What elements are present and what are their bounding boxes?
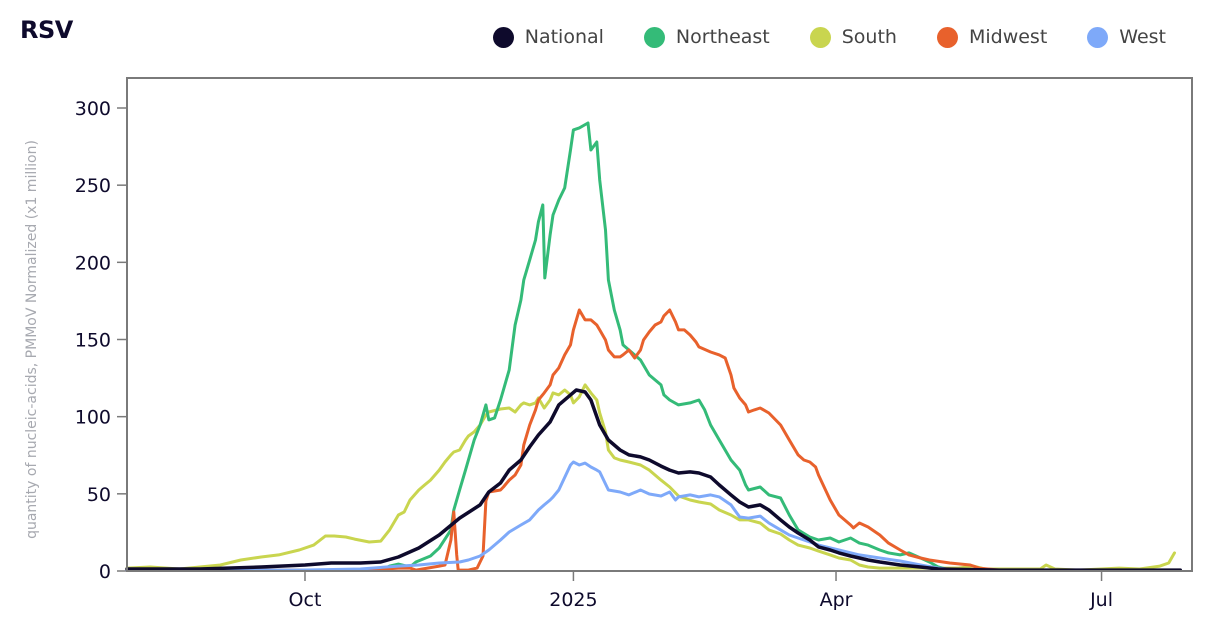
series-line-west[interactable] — [125, 460, 1182, 572]
y-tick-label: 300 — [75, 98, 111, 120]
x-axis: Oct 2025 Apr Jul — [289, 571, 1113, 611]
legend-item-national[interactable]: National — [492, 26, 604, 48]
legend-label-midwest: Midwest — [968, 26, 1048, 48]
series-line-south[interactable] — [125, 383, 1176, 572]
y-tick-label: 50 — [87, 484, 111, 506]
x-tick-label: Jul — [1089, 589, 1113, 611]
plot-frame — [126, 77, 1193, 572]
series-line-national[interactable] — [125, 388, 1183, 572]
y-tick-label: 100 — [75, 407, 111, 429]
y-axis: 0 50 100 150 200 250 300 — [75, 98, 127, 583]
series-line-northeast[interactable] — [125, 121, 1182, 572]
x-tick-label: Apr — [820, 589, 853, 611]
legend-dot-national — [492, 26, 514, 48]
series-line-midwest[interactable] — [125, 308, 1182, 572]
legend: National Northeast South Midwest West — [453, 26, 1166, 48]
legend-label-national: National — [524, 26, 604, 48]
legend-dot-west — [1087, 26, 1109, 48]
legend-item-northeast[interactable]: Northeast — [643, 26, 770, 48]
y-tick-label: 200 — [75, 252, 111, 274]
legend-label-west: West — [1119, 26, 1166, 48]
legend-label-northeast: Northeast — [675, 26, 770, 48]
y-axis-title: quantity of nucleic-acids, PMMoV Normali… — [24, 140, 40, 539]
x-tick-label: 2025 — [549, 589, 597, 611]
legend-label-south: South — [841, 26, 897, 48]
y-tick-label: 150 — [75, 330, 111, 352]
y-tick-label: 250 — [75, 175, 111, 197]
chart-title: RSV — [20, 16, 73, 44]
legend-item-midwest[interactable]: Midwest — [936, 26, 1048, 48]
legend-item-south[interactable]: South — [809, 26, 897, 48]
legend-dot-midwest — [936, 26, 958, 48]
x-tick-label: Oct — [289, 589, 322, 611]
legend-item-west[interactable]: West — [1087, 26, 1166, 48]
legend-dot-northeast — [643, 26, 665, 48]
series-lines — [125, 121, 1183, 572]
y-tick-label: 0 — [99, 561, 111, 583]
legend-dot-south — [809, 26, 831, 48]
